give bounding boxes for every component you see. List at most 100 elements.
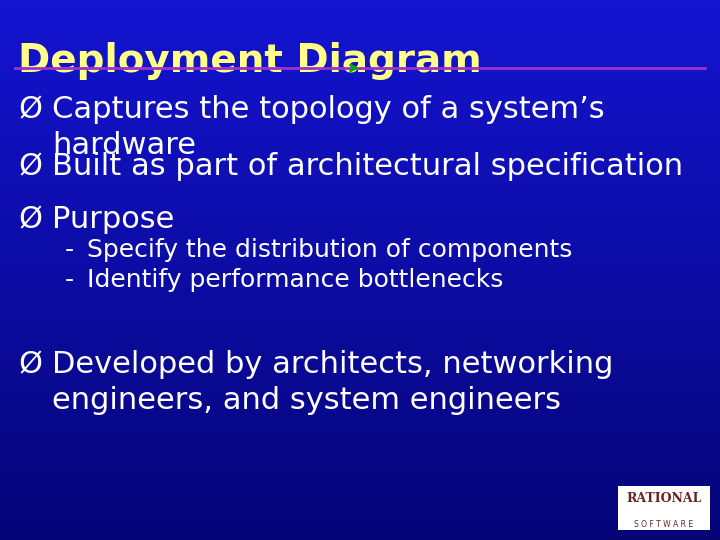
- Bar: [0, 530, 720, 531]
- Bar: [0, 359, 720, 360]
- Bar: [0, 177, 720, 178]
- Bar: [0, 192, 720, 193]
- Bar: [0, 326, 720, 327]
- Bar: [0, 288, 720, 289]
- Bar: [0, 131, 720, 132]
- Bar: [0, 343, 720, 344]
- Bar: [0, 451, 720, 452]
- Bar: [0, 377, 720, 378]
- Bar: [0, 251, 720, 252]
- Bar: [0, 490, 720, 491]
- Text: Captures the topology of a system’s
hardware: Captures the topology of a system’s hard…: [52, 95, 605, 160]
- Bar: [0, 363, 720, 364]
- Bar: [0, 441, 720, 442]
- Bar: [0, 173, 720, 174]
- Bar: [0, 96, 720, 97]
- Bar: [0, 176, 720, 177]
- Bar: [0, 374, 720, 375]
- Bar: [0, 294, 720, 295]
- Bar: [0, 298, 720, 299]
- Bar: [0, 307, 720, 308]
- Bar: [0, 506, 720, 507]
- Bar: [0, 492, 720, 493]
- Bar: [0, 162, 720, 163]
- Bar: [0, 50, 720, 51]
- Bar: [0, 126, 720, 127]
- Bar: [0, 446, 720, 447]
- Bar: [0, 338, 720, 339]
- Bar: [0, 55, 720, 56]
- Bar: [0, 345, 720, 346]
- Bar: [0, 216, 720, 217]
- Bar: [0, 407, 720, 408]
- Bar: [0, 403, 720, 404]
- Bar: [0, 334, 720, 335]
- Bar: [0, 384, 720, 385]
- Bar: [0, 520, 720, 521]
- Bar: [0, 120, 720, 121]
- Bar: [0, 191, 720, 192]
- Bar: [0, 283, 720, 284]
- Bar: [0, 143, 720, 144]
- Bar: [0, 382, 720, 383]
- Bar: [0, 170, 720, 171]
- Bar: [0, 17, 720, 18]
- Bar: [0, 448, 720, 449]
- Bar: [0, 8, 720, 9]
- Bar: [0, 277, 720, 278]
- Bar: [0, 141, 720, 142]
- Bar: [0, 154, 720, 155]
- Bar: [0, 470, 720, 471]
- Bar: [0, 436, 720, 437]
- Bar: [0, 253, 720, 254]
- Bar: [0, 245, 720, 246]
- Bar: [0, 214, 720, 215]
- Bar: [0, 147, 720, 148]
- Bar: [0, 201, 720, 202]
- Bar: [0, 457, 720, 458]
- Bar: [0, 531, 720, 532]
- Bar: [0, 93, 720, 94]
- Bar: [0, 166, 720, 167]
- Bar: [0, 114, 720, 115]
- Bar: [0, 462, 720, 463]
- Bar: [0, 322, 720, 323]
- Bar: [0, 376, 720, 377]
- Bar: [0, 399, 720, 400]
- Bar: [0, 226, 720, 227]
- Bar: [0, 335, 720, 336]
- Bar: [0, 34, 720, 35]
- Bar: [0, 5, 720, 6]
- Bar: [0, 233, 720, 234]
- Bar: [0, 426, 720, 427]
- Bar: [0, 13, 720, 14]
- Bar: [0, 103, 720, 104]
- Bar: [0, 413, 720, 414]
- Bar: [0, 301, 720, 302]
- Bar: [0, 194, 720, 195]
- Bar: [0, 477, 720, 478]
- Bar: [0, 498, 720, 499]
- Bar: [0, 522, 720, 523]
- Bar: [0, 536, 720, 537]
- Bar: [0, 366, 720, 367]
- Text: Ø: Ø: [18, 205, 42, 234]
- Bar: [0, 244, 720, 245]
- Bar: [0, 210, 720, 211]
- Bar: [0, 324, 720, 325]
- Bar: [0, 513, 720, 514]
- Bar: [0, 317, 720, 318]
- Bar: [0, 390, 720, 391]
- Bar: [0, 225, 720, 226]
- Bar: [0, 234, 720, 235]
- Bar: [0, 486, 720, 487]
- Bar: [0, 309, 720, 310]
- Bar: [0, 521, 720, 522]
- Bar: [0, 397, 720, 398]
- Bar: [0, 105, 720, 106]
- Text: RATIONAL: RATIONAL: [626, 492, 702, 505]
- Bar: [0, 518, 720, 519]
- Bar: [0, 174, 720, 175]
- Bar: [0, 116, 720, 117]
- Bar: [0, 297, 720, 298]
